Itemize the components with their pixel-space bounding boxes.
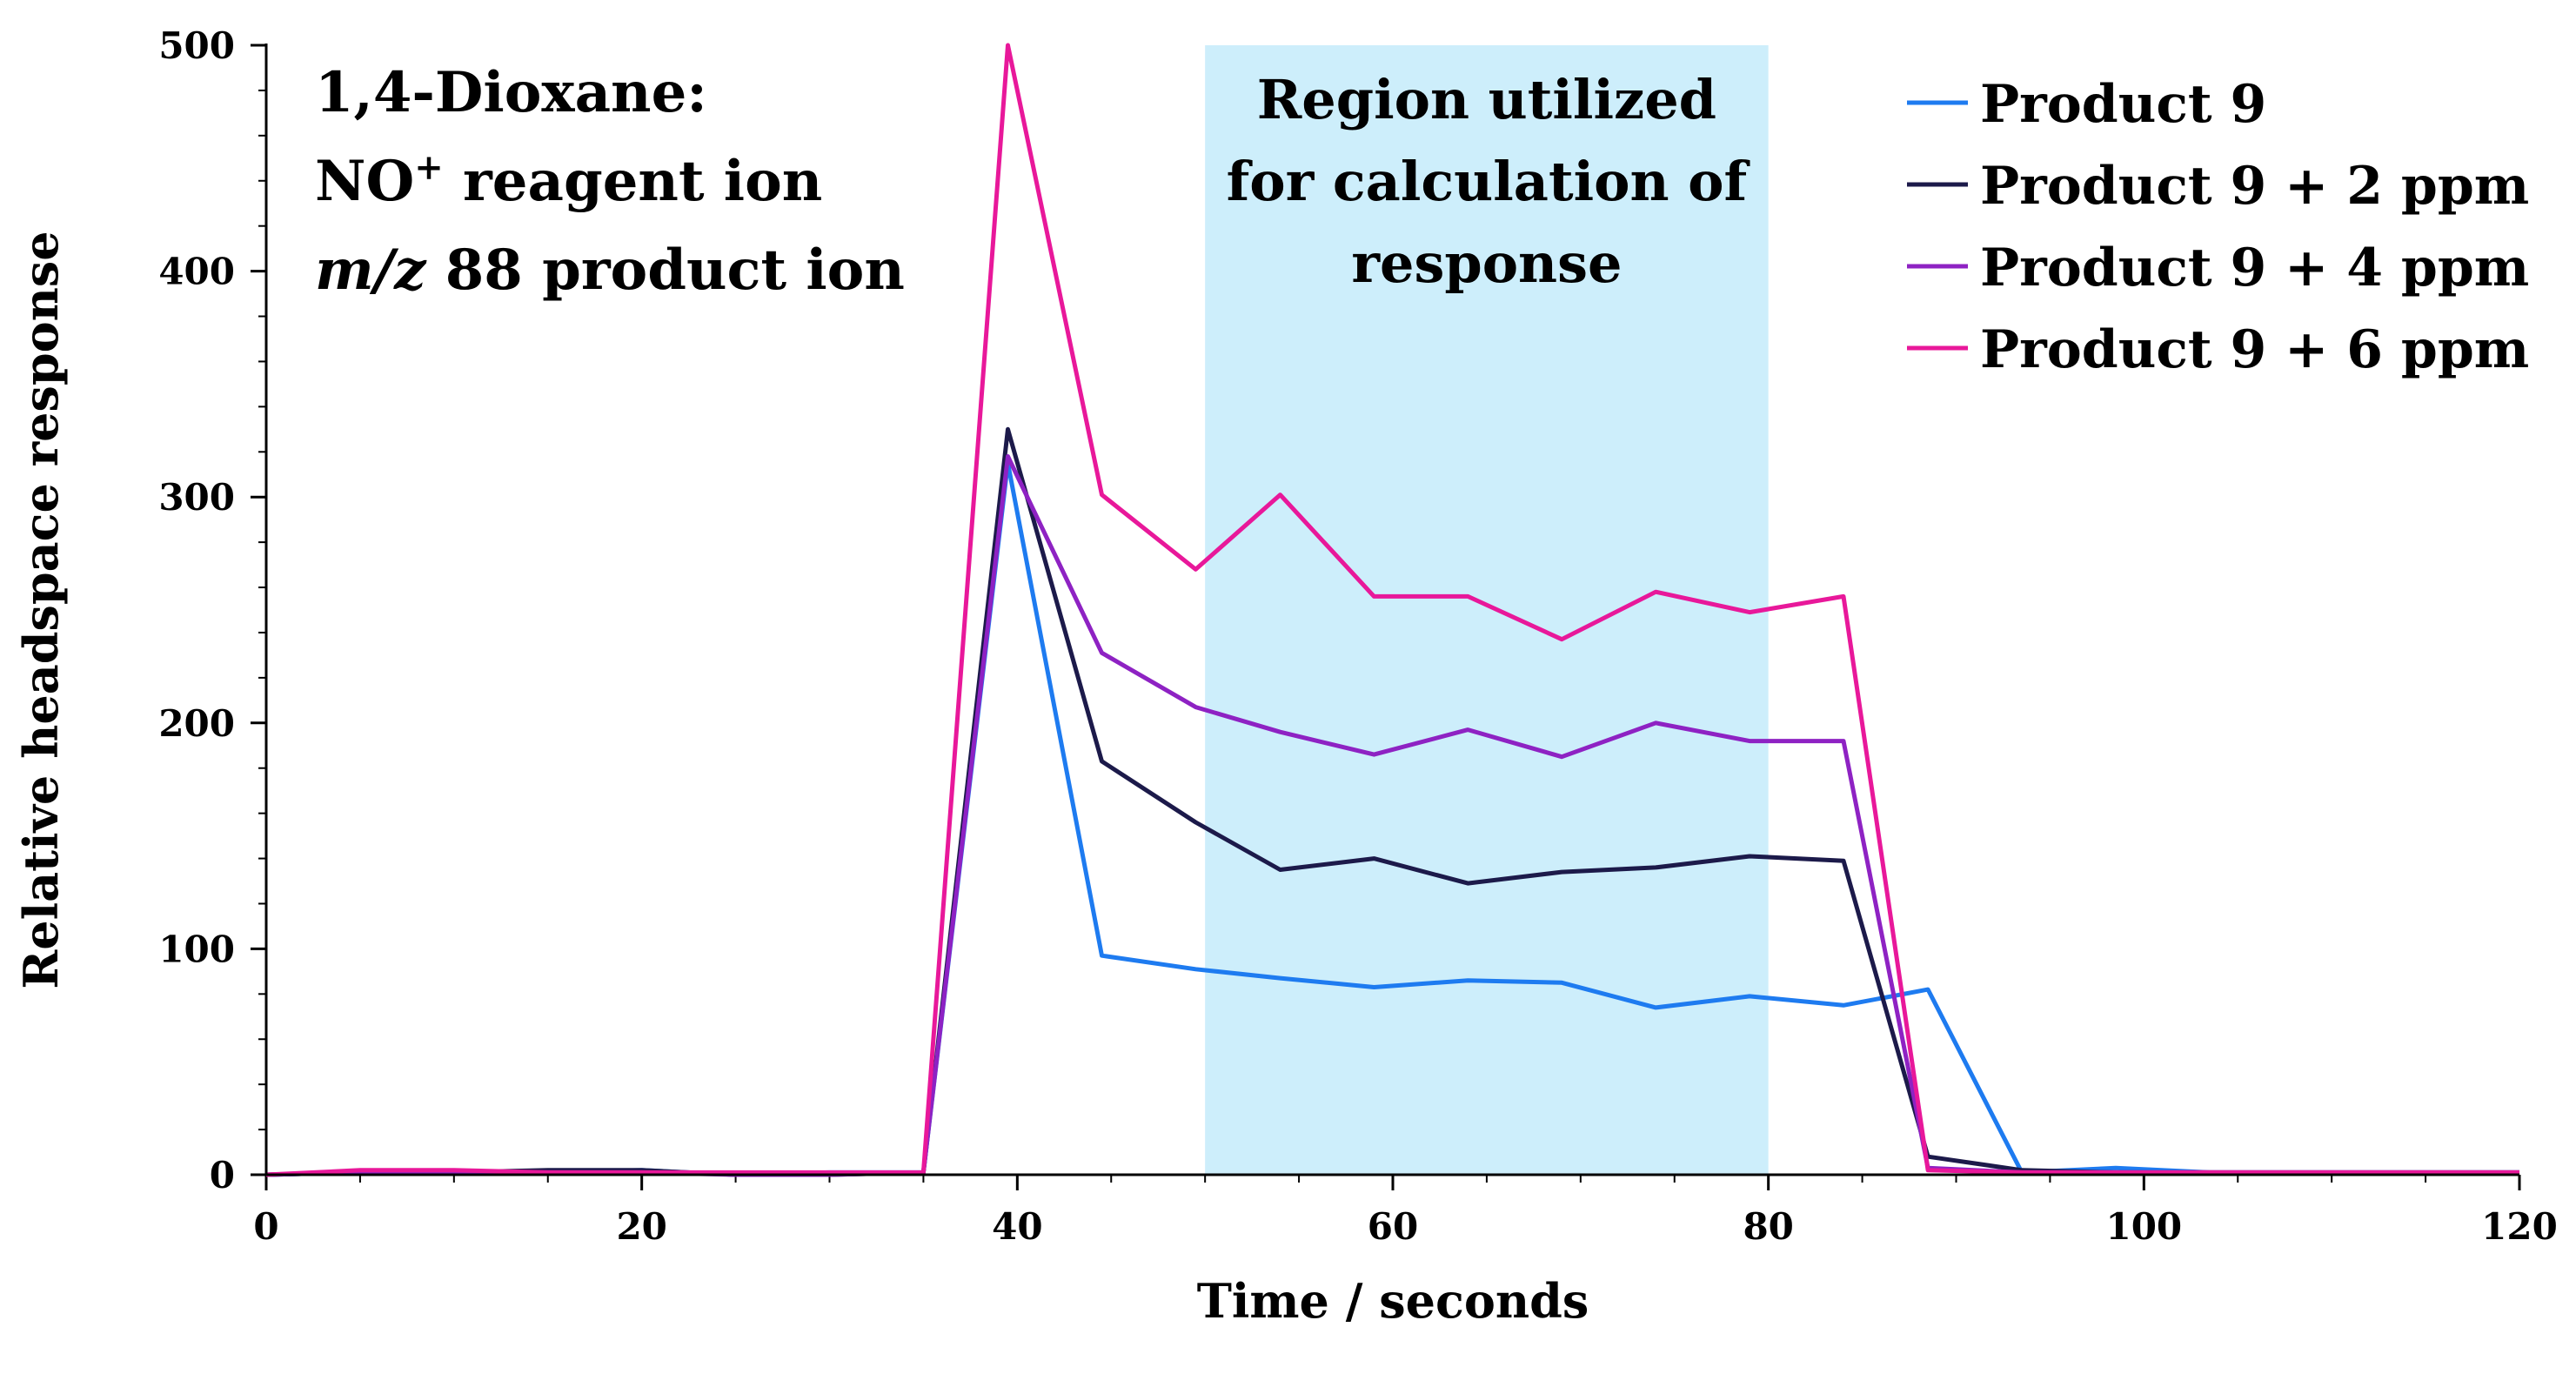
series-lines xyxy=(265,43,2519,1177)
x-axis-title: Time / seconds xyxy=(1197,1273,1589,1329)
legend: Product 9 Product 9 + 2 ppm Product 9 + … xyxy=(1907,74,2529,380)
x-tick-label: 100 xyxy=(2105,1205,2182,1248)
y-axis-title: Relative headspace response xyxy=(13,231,69,989)
annotation-reagent-suffix: reagent ion xyxy=(444,149,823,214)
calculation-region xyxy=(1205,45,1769,1175)
y-tick-label: 0 xyxy=(210,1154,235,1196)
series-line-3 xyxy=(265,43,2519,1177)
y-tick-label: 300 xyxy=(158,476,235,519)
annotation-product-rest: 88 product ion xyxy=(425,238,904,303)
compound-annotation: 1,4-Dioxane: NO+ reagent ion m/z 88 prod… xyxy=(315,60,905,303)
annotation-reagent-superscript: + xyxy=(414,147,444,188)
region-label: Region utilized for calculation of respo… xyxy=(1227,68,1750,295)
x-tick-label: 0 xyxy=(253,1205,278,1248)
y-tick-labels: 0 100 200 300 400 500 xyxy=(158,24,235,1196)
y-tick-label: 100 xyxy=(158,928,235,970)
region-label-line-2: for calculation of xyxy=(1227,150,1750,213)
region-label-line-1: Region utilized xyxy=(1257,68,1716,131)
annotation-line-product: m/z 88 product ion xyxy=(315,238,905,303)
annotation-line-compound: 1,4-Dioxane: xyxy=(315,60,707,125)
legend-label-product-9: Product 9 xyxy=(1980,74,2266,135)
x-tick-label: 20 xyxy=(616,1205,666,1248)
x-tick-labels: 0 20 40 60 80 100 120 xyxy=(253,1205,2557,1248)
annotation-line-reagent: NO+ reagent ion xyxy=(315,147,822,214)
x-tick-label: 120 xyxy=(2481,1205,2558,1248)
y-tick-label: 400 xyxy=(158,251,235,293)
legend-label-product-9-2ppm: Product 9 + 2 ppm xyxy=(1980,156,2529,217)
region-label-line-3: response xyxy=(1351,231,1622,295)
x-tick-label: 60 xyxy=(1368,1205,1418,1248)
legend-label-product-9-4ppm: Product 9 + 4 ppm xyxy=(1980,238,2529,298)
legend-label-product-9-6ppm: Product 9 + 6 ppm xyxy=(1980,319,2529,380)
x-tick-label: 80 xyxy=(1743,1205,1793,1248)
y-tick-label: 500 xyxy=(158,24,235,67)
annotation-mz-italic: m/z xyxy=(315,238,427,303)
y-tick-label: 200 xyxy=(158,702,235,745)
annotation-reagent-prefix: NO xyxy=(315,149,414,214)
x-tick-label: 40 xyxy=(992,1205,1042,1248)
